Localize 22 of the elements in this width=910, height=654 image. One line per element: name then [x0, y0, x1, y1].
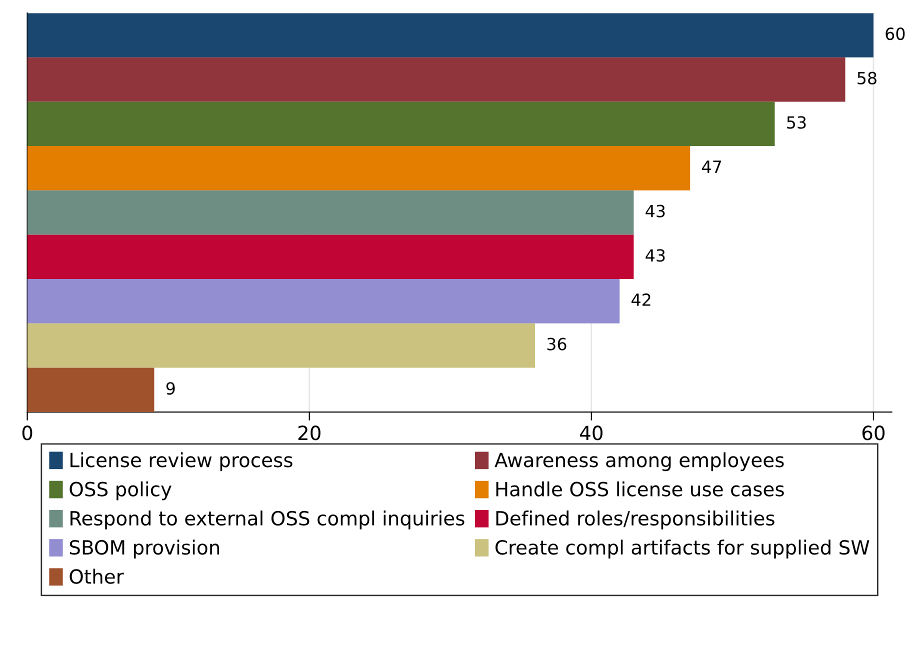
x-tick-label: 60: [862, 426, 885, 440]
legend-label: License review process: [70, 452, 292, 472]
data-label: 9: [166, 382, 175, 395]
legend-label: Defined roles/responsibilities: [496, 510, 774, 530]
x-tick-label: 40: [580, 426, 602, 440]
legend-label: Create compl artifacts for supplied SW: [496, 540, 870, 558]
x-tick-label: 20: [298, 426, 320, 440]
data-label: 42: [632, 293, 650, 306]
legend-label: Other: [70, 568, 124, 584]
data-label: 43: [646, 249, 665, 262]
data-label: 43: [646, 204, 665, 218]
data-label: 47: [702, 160, 722, 173]
legend-label: Respond to external OSS compl inquiries: [70, 510, 464, 530]
legend-label: OSS policy: [70, 481, 172, 500]
data-label: 53: [787, 116, 806, 129]
data-label: 58: [858, 72, 876, 84]
legend-label: Awareness among employees: [494, 452, 784, 472]
data-label: 60: [886, 27, 905, 40]
x-tick-label: 0: [22, 426, 32, 440]
data-label: 36: [547, 338, 566, 350]
legend-label: Handle OSS license use cases: [496, 481, 784, 496]
legend-label: SBOM provision: [70, 540, 220, 558]
